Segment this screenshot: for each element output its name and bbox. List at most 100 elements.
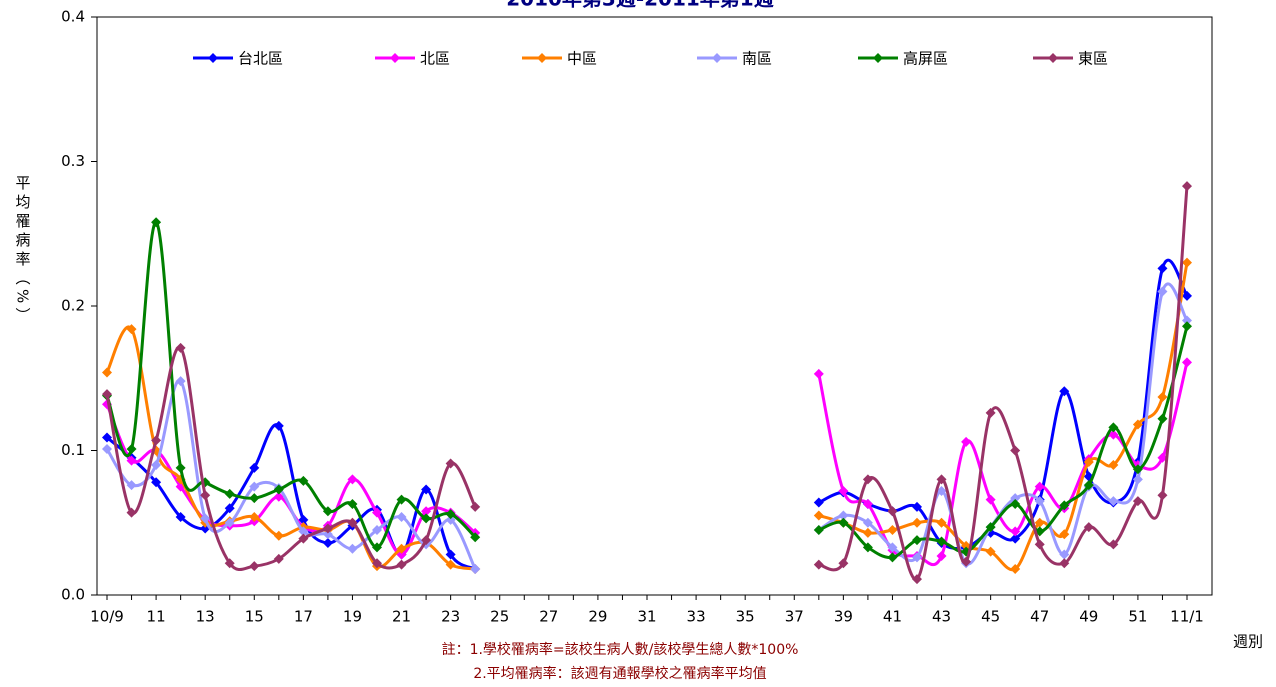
data-point (249, 511, 260, 522)
data-point (1010, 493, 1021, 504)
y-tick-label: 0.4 (61, 8, 85, 26)
data-point (372, 542, 382, 553)
data-point (1010, 498, 1021, 509)
data-point (396, 494, 407, 505)
x-tick-label: 11/1 (1170, 608, 1204, 626)
data-point (322, 529, 333, 540)
data-point (151, 459, 162, 470)
x-tick-label: 15 (245, 608, 264, 626)
data-point (396, 543, 407, 554)
data-point (273, 491, 284, 502)
data-point (1034, 539, 1045, 550)
legend-marker (208, 53, 218, 63)
y-axis-label: 平均罹病率（%） (14, 175, 32, 326)
data-point (249, 561, 260, 572)
data-point (936, 474, 947, 485)
x-tick-label: 37 (785, 608, 804, 626)
x-tick-label: 45 (981, 608, 1000, 626)
data-point (126, 324, 137, 335)
data-point (249, 493, 260, 504)
data-point (1010, 445, 1021, 456)
data-point (1108, 496, 1119, 507)
data-point (372, 558, 382, 569)
data-point (175, 462, 186, 473)
data-point (936, 485, 947, 496)
data-point (175, 511, 186, 522)
data-point (200, 513, 211, 524)
x-tick-label: 17 (294, 608, 313, 626)
x-tick-label: 47 (1030, 608, 1049, 626)
data-point (1132, 419, 1143, 430)
data-point (813, 559, 824, 570)
y-tick-label: 0.1 (61, 441, 85, 459)
data-point (1157, 452, 1168, 463)
legend-label: 中區 (567, 50, 597, 68)
data-point (151, 435, 162, 446)
data-point (985, 494, 996, 505)
legend-marker (390, 53, 400, 63)
note: 2.平均罹病率：該週有通報學校之罹病率平均值 (473, 665, 766, 682)
legend-marker (1048, 53, 1058, 63)
data-point (445, 514, 456, 525)
data-point (985, 546, 996, 557)
legend-marker (873, 53, 883, 63)
x-tick-label: 51 (1128, 608, 1147, 626)
x-tick-label: 21 (392, 608, 411, 626)
legend-label: 台北區 (238, 50, 283, 68)
data-point (1182, 181, 1192, 192)
x-tick-label: 41 (883, 608, 902, 626)
data-point (1034, 517, 1045, 528)
legend-marker (537, 53, 547, 63)
legend-marker (712, 53, 722, 63)
x-tick-label: 25 (490, 608, 509, 626)
chart-title: 2010年第3週-2011年第1週 (506, 0, 773, 11)
data-point (224, 558, 235, 569)
data-point (1157, 392, 1168, 403)
data-point (445, 549, 456, 560)
data-point (347, 517, 358, 528)
data-point (421, 506, 432, 517)
x-tick-label: 49 (1079, 608, 1098, 626)
data-point (347, 543, 358, 554)
data-point (1010, 533, 1021, 544)
data-point (470, 501, 481, 512)
data-point (912, 552, 922, 563)
y-tick-label: 0.3 (61, 152, 85, 170)
data-point (862, 498, 873, 509)
data-point (151, 477, 162, 488)
data-point (273, 530, 284, 541)
data-point (126, 444, 137, 455)
data-point (813, 497, 824, 508)
x-tick-label: 11 (147, 608, 166, 626)
data-point (1182, 315, 1192, 326)
data-point (1059, 558, 1070, 569)
data-point (838, 558, 849, 569)
data-point (102, 389, 112, 400)
data-point (470, 532, 481, 543)
data-point (1034, 481, 1045, 492)
x-tick-label: 10/9 (90, 608, 124, 626)
data-point (813, 368, 824, 379)
data-point (175, 376, 186, 387)
data-point (421, 484, 432, 495)
data-point (1108, 459, 1119, 470)
data-point (1157, 490, 1168, 501)
data-point (1108, 539, 1119, 550)
data-point (1059, 529, 1070, 540)
data-point (421, 513, 432, 524)
data-point (887, 506, 898, 517)
data-point (126, 480, 137, 491)
data-point (224, 517, 235, 528)
x-tick-label: 23 (441, 608, 460, 626)
data-point (1108, 422, 1119, 433)
data-point (273, 484, 284, 495)
data-point (838, 485, 849, 496)
x-tick-label: 39 (834, 608, 853, 626)
data-point (1182, 290, 1192, 301)
note: 註：1.學校罹病率=該校生病人數/該校學生總人數*100% (442, 641, 799, 658)
data-point (862, 527, 873, 538)
x-tick-label: 35 (736, 608, 755, 626)
data-point (936, 517, 947, 528)
data-point (838, 510, 849, 521)
